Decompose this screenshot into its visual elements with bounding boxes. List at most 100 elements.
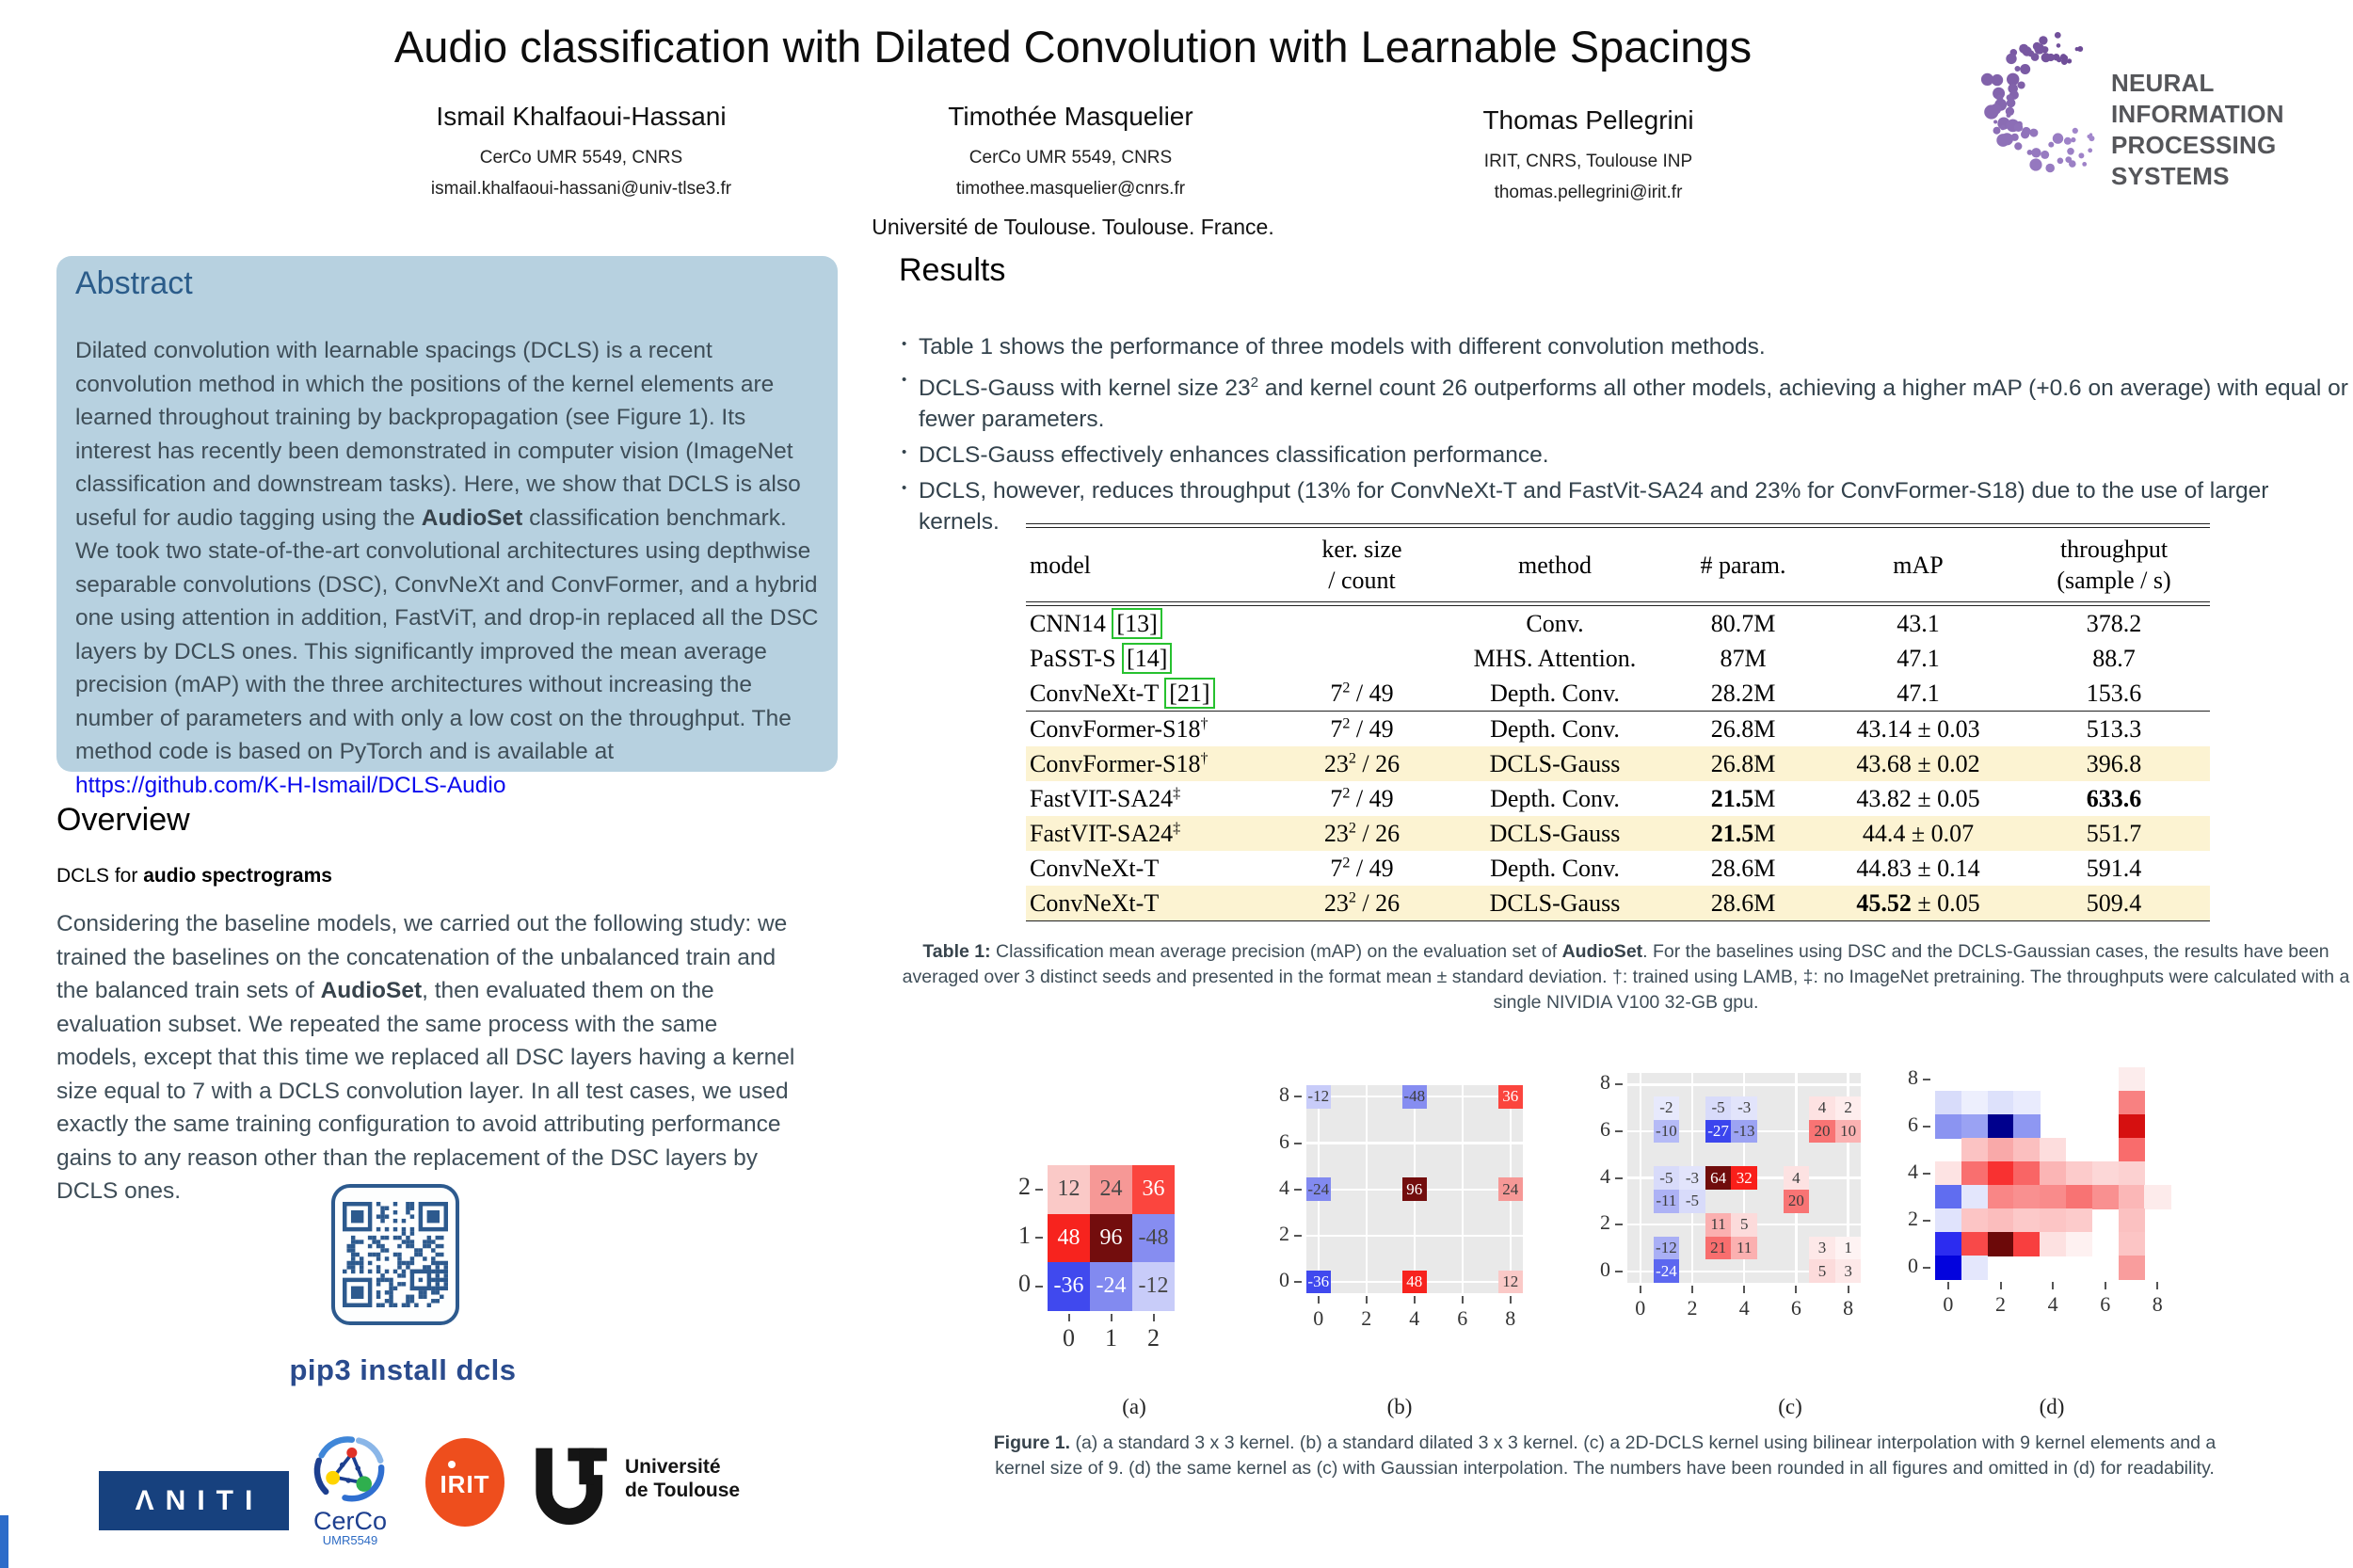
- qr-module: [406, 1299, 410, 1304]
- text-run: and kernel count 26 outperforms all othe…: [919, 376, 2348, 433]
- panel-label-b: (b): [1386, 1395, 1413, 1418]
- aniti-label: ΛNITI: [135, 1484, 264, 1516]
- qr-module: [440, 1243, 444, 1249]
- x-tick-mark: [1795, 1286, 1798, 1294]
- x-tick-mark: [1110, 1313, 1112, 1321]
- panel-label-a: (a): [1122, 1395, 1146, 1418]
- superscript: 2: [1348, 749, 1356, 766]
- heatmap-cell: [2040, 1208, 2067, 1233]
- text-run: Conv.: [1526, 609, 1584, 637]
- y-tick-mark: [1294, 1096, 1302, 1098]
- neurips-wordmark-line2: PROCESSING SYSTEMS: [2111, 131, 2277, 190]
- neurips-dot: [2006, 53, 2017, 65]
- text-run: 43.1: [1897, 609, 1940, 637]
- qr-module: [423, 1294, 427, 1300]
- qr-module: [409, 1202, 415, 1207]
- heatmap-cell: [2118, 1114, 2145, 1139]
- superscript: †: [1200, 714, 1209, 731]
- qr-module: [367, 1269, 373, 1274]
- qr-module: [440, 1260, 444, 1266]
- y-tick-label: 8: [1908, 1064, 1918, 1089]
- heatmap-cell: [1935, 1232, 1962, 1256]
- qr-module: [435, 1260, 440, 1266]
- qr-module: [401, 1240, 407, 1244]
- y-tick-label: 4: [1600, 1163, 1610, 1188]
- heatmap-cell: [2118, 1067, 2145, 1092]
- heatmap-cell: -12: [1132, 1262, 1175, 1311]
- qr-module: [380, 1248, 385, 1253]
- citation-ref[interactable]: [14]: [1122, 642, 1173, 674]
- y-tick-mark: [1294, 1142, 1302, 1144]
- x-tick-mark: [1365, 1296, 1368, 1304]
- table-row: ConvNeXt-T 72 / 49 Depth. Conv. 28.6M 44.83 …: [1026, 851, 2210, 886]
- text-run: / 49: [1350, 784, 1394, 812]
- text-run: DCLS-Gauss: [1489, 749, 1621, 777]
- table-cell: ConvNeXt-T [21]: [1026, 676, 1282, 712]
- text-run: / 49: [1350, 679, 1394, 707]
- heatmap-cell: 4: [1783, 1166, 1810, 1190]
- heatmap-cell: [1987, 1185, 2014, 1209]
- bullet-dot-icon: •: [902, 444, 907, 461]
- text-run: DCLS for: [56, 865, 144, 887]
- qr-module: [443, 1286, 448, 1291]
- qr-module: [406, 1265, 410, 1270]
- heatmap-cell: 48: [1048, 1213, 1090, 1262]
- qr-module: [392, 1252, 398, 1257]
- cerco-icon: [313, 1436, 385, 1502]
- qr-module: [376, 1294, 381, 1300]
- y-tick-label: 0: [1908, 1253, 1918, 1277]
- x-tick-label: 0: [1635, 1296, 1646, 1320]
- table-cell: 44.4 ± 0.07: [1818, 816, 2018, 851]
- heatmap-cell: [1935, 1161, 1962, 1186]
- qr-module: [418, 1277, 424, 1283]
- y-tick-mark: [1035, 1237, 1043, 1240]
- neurips-dot: [2056, 56, 2062, 63]
- table-cell: 591.4: [2018, 851, 2210, 886]
- github-link[interactable]: https://github.com/K-H-Ismail/DCLS-Audio: [75, 772, 506, 798]
- heatmap-cell: 5: [1809, 1259, 1835, 1284]
- heatmap-cell: 24: [1090, 1165, 1132, 1214]
- y-tick-label: 2: [1018, 1173, 1031, 1201]
- qr-module: [401, 1226, 407, 1232]
- heatmap-cell: [2066, 1161, 2093, 1186]
- neurips-dot: [2077, 46, 2084, 52]
- qr-module: [423, 1290, 427, 1295]
- qr-module: [384, 1235, 390, 1240]
- text-run: ConvNeXt-T: [1030, 854, 1160, 882]
- neurips-dot: [2067, 58, 2073, 64]
- heatmap-cell: 48: [1402, 1270, 1427, 1294]
- qr-module: [389, 1282, 393, 1287]
- qr-module: [418, 1294, 424, 1300]
- heatmap-cell: -5: [1653, 1166, 1680, 1190]
- bullet-dot-icon: •: [902, 372, 907, 388]
- x-tick-mark: [1152, 1313, 1155, 1321]
- heatmap-cell: [2118, 1208, 2145, 1233]
- heatmap-cell: [1961, 1185, 1989, 1209]
- qr-module: [440, 1235, 444, 1240]
- table-cell: 43.14 ± 0.03: [1818, 712, 2018, 747]
- qr-module: [376, 1303, 381, 1307]
- qr-module: [409, 1243, 415, 1249]
- citation-ref[interactable]: [21]: [1164, 677, 1215, 709]
- citation-ref[interactable]: [13]: [1112, 607, 1162, 639]
- panel-label-d: (d): [2039, 1395, 2065, 1418]
- heatmap-cell: [2066, 1208, 2093, 1233]
- qr-module: [409, 1256, 415, 1261]
- neurips-wordmark: NEURAL INFORMATION PROCESSING SYSTEMS: [2111, 68, 2353, 192]
- text-run: Table 1:: [922, 941, 991, 962]
- qr-module: [431, 1286, 436, 1291]
- y-tick-label: 0: [1279, 1268, 1289, 1292]
- table-cell: Depth. Conv.: [1442, 781, 1668, 816]
- neurips-dot: [2054, 32, 2061, 39]
- heatmap-cell: -10: [1653, 1119, 1680, 1144]
- bullet-text: Table 1 shows the performance of three m…: [919, 331, 1766, 362]
- cerco-label: CerCo: [312, 1507, 388, 1535]
- y-tick-mark: [1615, 1224, 1623, 1226]
- heatmap-cell: [2040, 1185, 2067, 1209]
- neurips-dot: [1980, 72, 1994, 86]
- qr-module: [392, 1269, 398, 1274]
- x-tick-mark: [2104, 1282, 2106, 1289]
- qr-module: [372, 1240, 376, 1244]
- qr-module: [440, 1269, 444, 1274]
- table-cell: MHS. Attention.: [1442, 641, 1668, 676]
